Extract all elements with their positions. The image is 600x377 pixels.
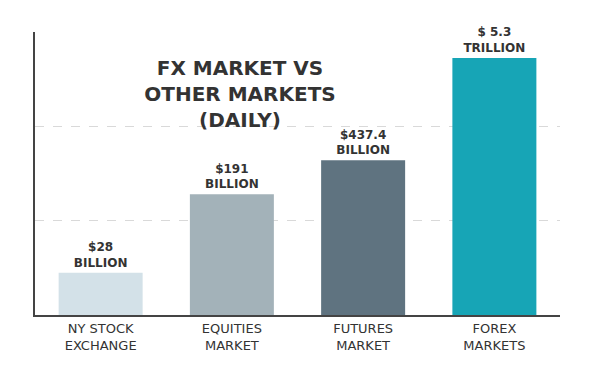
svg-text:NY STOCKEXCHANGE: NY STOCKEXCHANGE <box>65 321 137 353</box>
svg-text:$28BILLION: $28BILLION <box>74 240 128 270</box>
svg-text:FUTURESMARKET: FUTURESMARKET <box>333 321 393 353</box>
svg-text:FX MARKET VSOTHER MARKETS(DAIL: FX MARKET VSOTHER MARKETS(DAILY) <box>144 56 335 132</box>
svg-text:FOREXMARKETS: FOREXMARKETS <box>463 321 525 353</box>
svg-text:$ 5.3TRILLION: $ 5.3TRILLION <box>463 25 525 55</box>
svg-text:$437.4BILLION: $437.4BILLION <box>336 128 390 158</box>
svg-text:EQUITIESMARKET: EQUITIESMARKET <box>202 321 262 353</box>
svg-text:$191BILLION: $191BILLION <box>205 162 259 192</box>
